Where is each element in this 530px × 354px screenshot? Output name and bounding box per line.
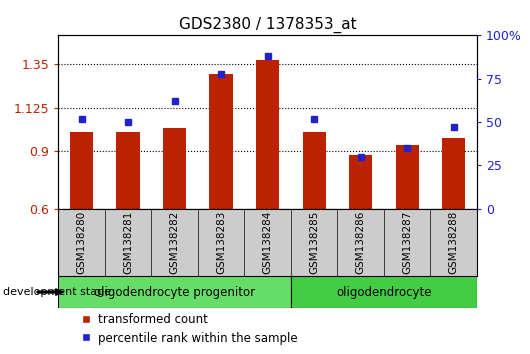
Text: GSM138288: GSM138288	[449, 211, 459, 274]
Bar	[442, 138, 465, 209]
Bar	[395, 145, 419, 209]
Text: GSM138282: GSM138282	[170, 211, 180, 274]
Text: oligodendrocyte: oligodendrocyte	[336, 286, 432, 298]
Text: GSM138283: GSM138283	[216, 211, 226, 274]
Text: oligodendrocyte progenitor: oligodendrocyte progenitor	[94, 286, 255, 298]
Bar	[349, 155, 372, 209]
Bar	[303, 132, 326, 209]
Legend: transformed count, percentile rank within the sample: transformed count, percentile rank withi…	[80, 313, 297, 344]
Text: GSM138280: GSM138280	[76, 211, 86, 274]
Text: GSM138285: GSM138285	[309, 211, 319, 274]
Bar	[58, 276, 291, 308]
Text: GSM138281: GSM138281	[123, 211, 133, 274]
Bar	[70, 132, 93, 209]
Title: GDS2380 / 1378353_at: GDS2380 / 1378353_at	[179, 16, 357, 33]
Bar	[117, 132, 140, 209]
Text: development stage: development stage	[3, 287, 111, 297]
Text: GSM138287: GSM138287	[402, 211, 412, 274]
Bar	[291, 276, 477, 308]
Bar	[163, 128, 186, 209]
Text: GSM138284: GSM138284	[263, 211, 272, 274]
Bar	[256, 61, 279, 209]
Bar	[209, 74, 233, 209]
Text: GSM138286: GSM138286	[356, 211, 366, 274]
